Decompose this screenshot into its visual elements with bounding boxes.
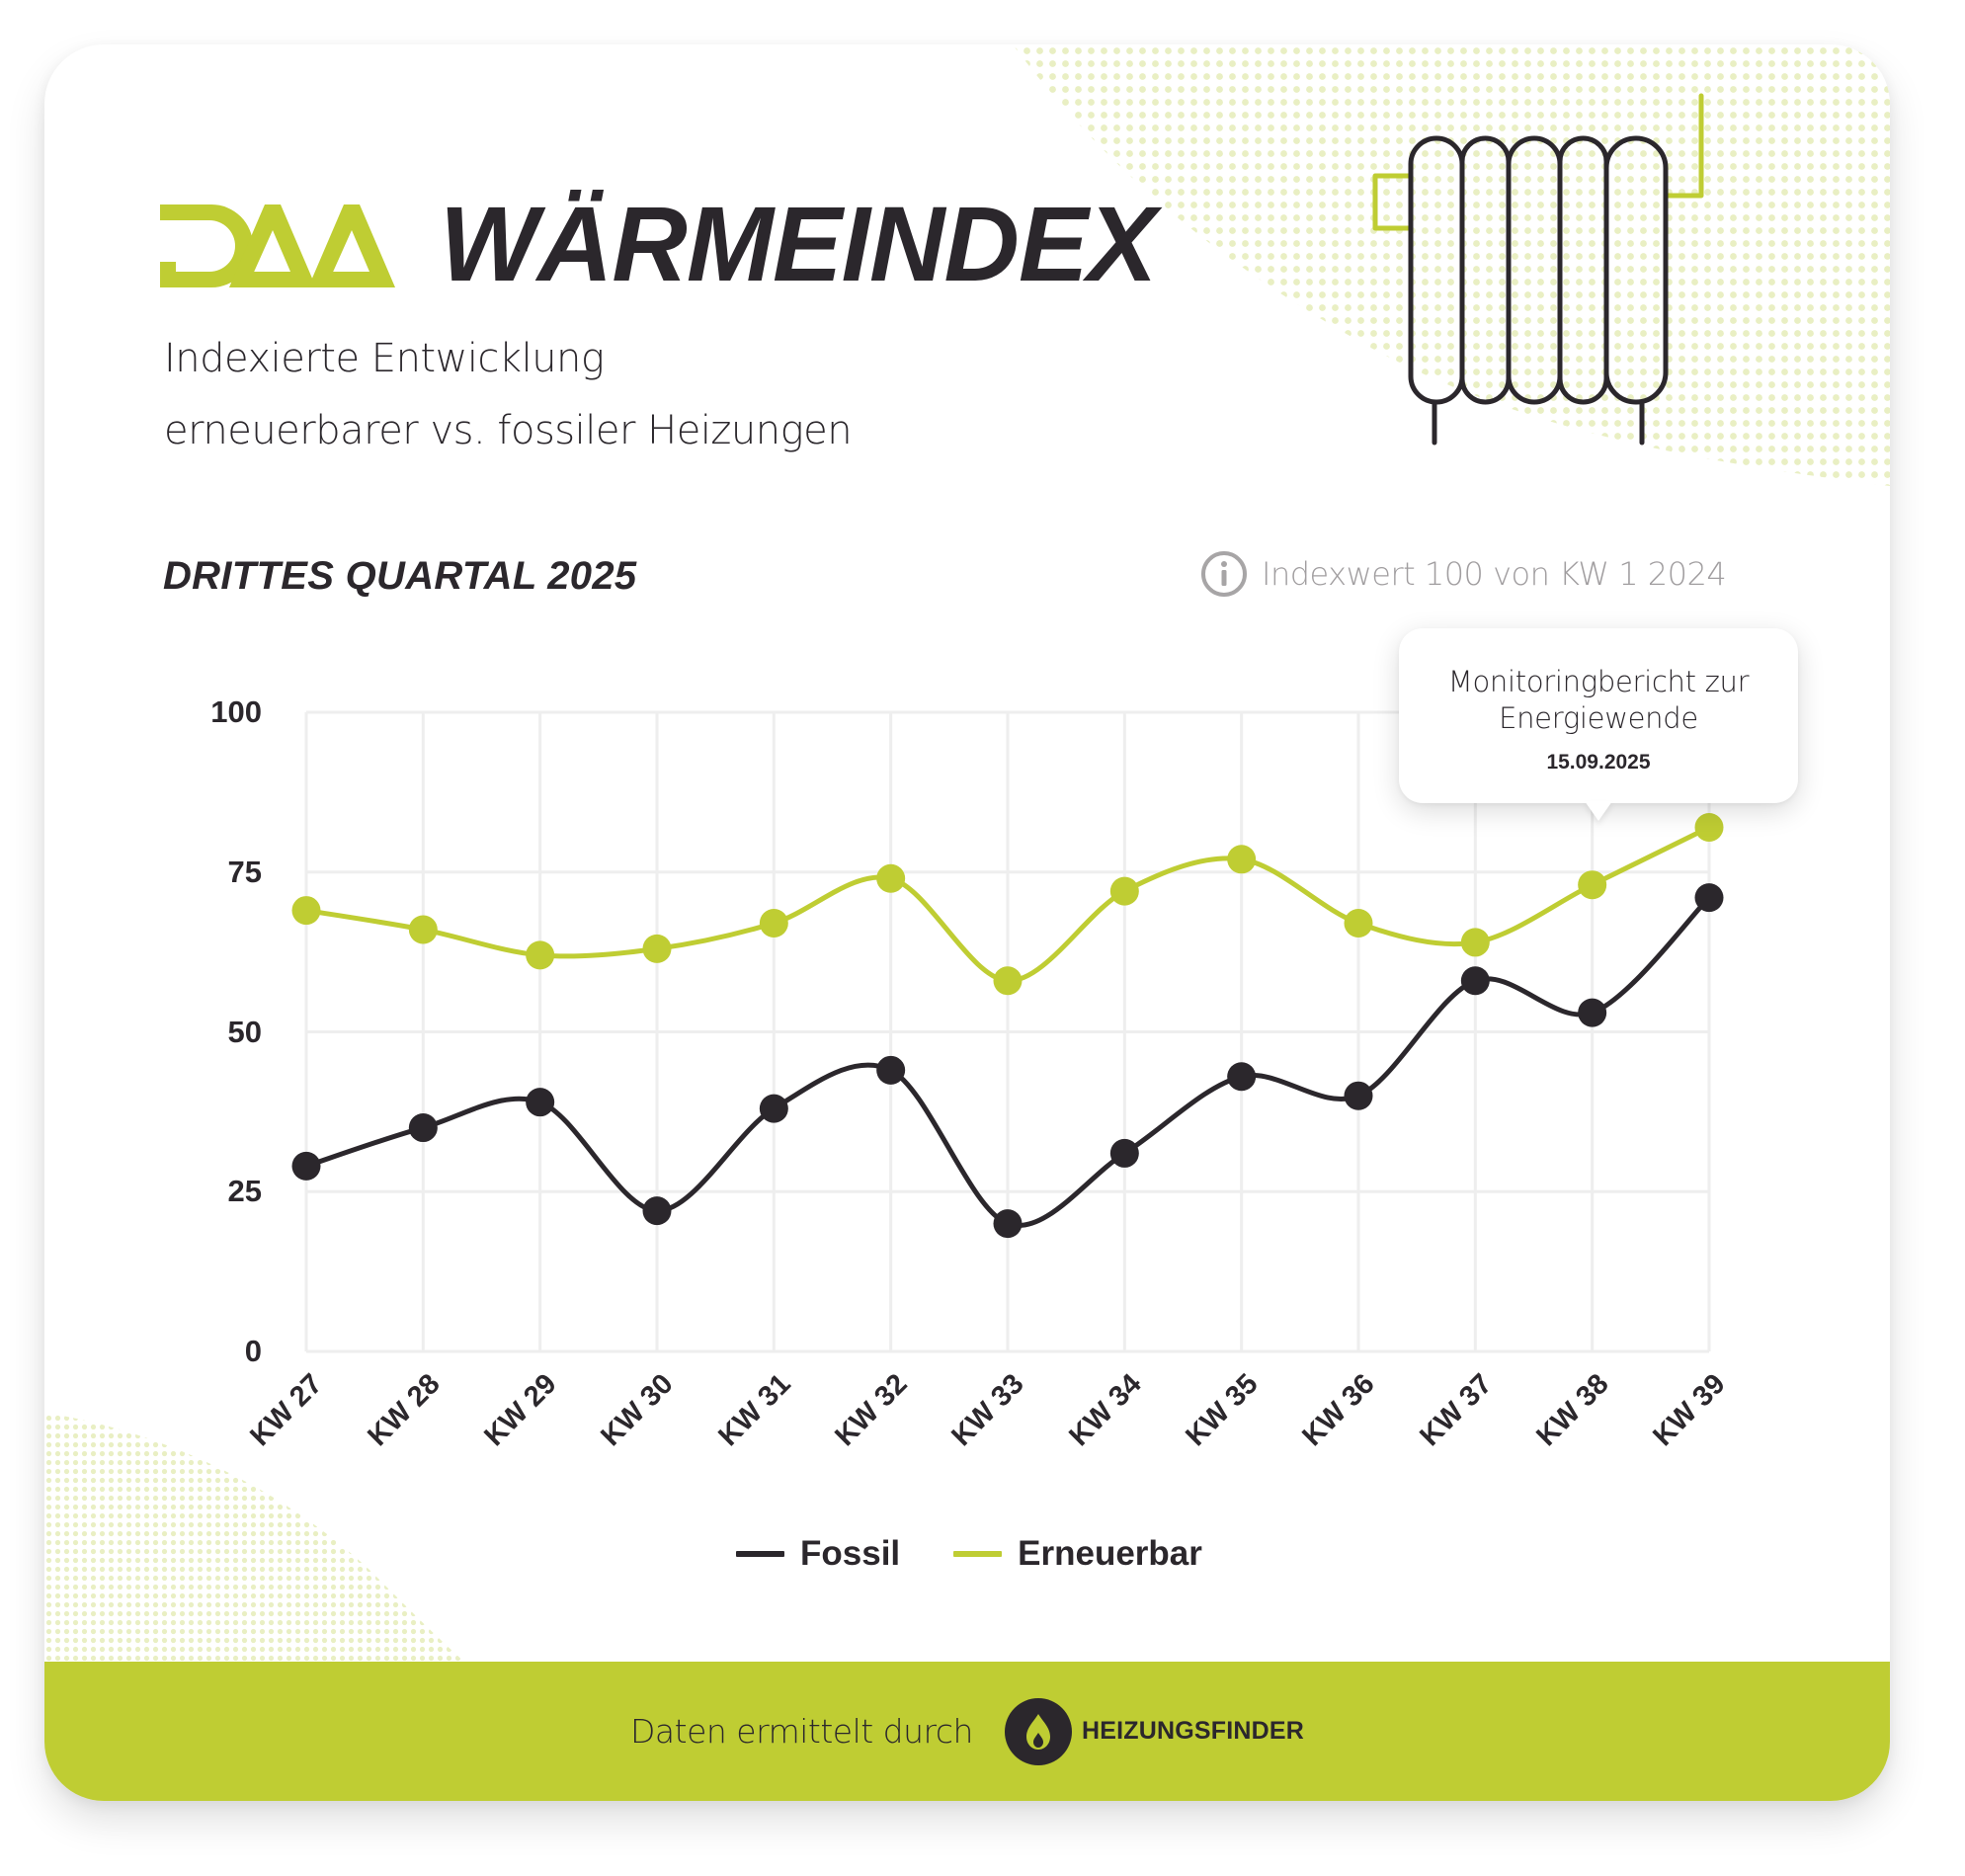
- data-point-erneuerbar: [526, 940, 555, 970]
- legend-item-fossil: Fossil: [736, 1536, 900, 1571]
- data-point-erneuerbar: [993, 966, 1023, 996]
- legend-item-erneuerbar: Erneuerbar: [953, 1536, 1202, 1571]
- data-point-fossil: [1344, 1081, 1373, 1110]
- annotation-date: 15.09.2025: [1546, 751, 1651, 774]
- info-icon: [1201, 551, 1247, 597]
- data-point-erneuerbar: [1227, 845, 1257, 874]
- chart-points: [291, 812, 1724, 1239]
- legend-label-erneuerbar: Erneuerbar: [1018, 1534, 1202, 1573]
- data-point-erneuerbar: [1694, 812, 1724, 842]
- y-tick-label: 50: [227, 1014, 262, 1049]
- footer-text: Daten ermittelt durch: [630, 1712, 973, 1751]
- flame-icon: [1025, 1713, 1050, 1750]
- annotation-title-line-1: Monitoringbericht zur: [1447, 665, 1750, 698]
- index-note-text: Indexwert 100 von KW 1 2024: [1262, 555, 1727, 593]
- data-point-erneuerbar: [1344, 909, 1373, 938]
- legend-swatch-erneuerbar: [953, 1550, 1003, 1557]
- y-tick-label: 0: [244, 1334, 262, 1368]
- data-point-erneuerbar: [1460, 928, 1490, 957]
- y-tick-label: 75: [227, 854, 262, 889]
- daa-logo: [160, 204, 395, 287]
- data-point-fossil: [759, 1094, 788, 1123]
- page-title: WÄRMEINDEX: [440, 184, 1157, 303]
- data-point-fossil: [1578, 998, 1607, 1027]
- data-point-erneuerbar: [876, 863, 906, 893]
- annotation-title-line-2: Energiewende: [1499, 701, 1698, 735]
- data-point-fossil: [1227, 1062, 1257, 1092]
- footer-credit: Daten ermittelt durch HEIZUNGSFINDER: [630, 1697, 1304, 1765]
- data-point-fossil: [408, 1113, 438, 1143]
- dotted-background-decoration: [44, 44, 1890, 1662]
- footer: Daten ermittelt durch HEIZUNGSFINDER: [44, 1662, 1890, 1801]
- subtitle-line-1: Indexierte Entwicklung: [164, 336, 605, 381]
- data-point-erneuerbar: [642, 934, 672, 963]
- y-tick-label: 25: [227, 1174, 262, 1209]
- data-point-fossil: [1109, 1138, 1139, 1168]
- annotation-title: Monitoringbericht zur Energiewende: [1399, 664, 1798, 737]
- chart-grid: [304, 710, 1711, 1353]
- data-point-erneuerbar: [759, 909, 788, 938]
- data-point-fossil: [291, 1151, 321, 1181]
- data-point-fossil: [526, 1088, 555, 1117]
- subtitle-line-2: erneuerbarer vs. fossiler Heizungen: [164, 408, 853, 453]
- legend-swatch-fossil: [736, 1550, 784, 1557]
- dots-bottom-left: [44, 1413, 464, 1662]
- quarter-heading: DRITTES QUARTAL 2025: [163, 554, 637, 598]
- y-tick-label: 100: [210, 694, 262, 729]
- footer-brand: HEIZUNGSFINDER: [1081, 1717, 1304, 1745]
- line-chart: [291, 710, 1724, 1353]
- data-point-fossil: [993, 1209, 1023, 1239]
- data-point-fossil: [1460, 966, 1490, 996]
- index-note: Indexwert 100 von KW 1 2024: [1200, 550, 1727, 598]
- data-point-erneuerbar: [1578, 870, 1607, 900]
- data-point-fossil: [1694, 883, 1724, 913]
- legend-label-fossil: Fossil: [800, 1534, 901, 1573]
- data-point-erneuerbar: [291, 896, 321, 926]
- heizungsfinder-logo: [1004, 1697, 1072, 1765]
- radiator-icon: [1372, 93, 1704, 446]
- infographic-card: WÄRMEINDEX Indexierte Entwicklung erneue…: [44, 44, 1890, 1801]
- annotation-pointer: [1585, 801, 1612, 821]
- chart-legend: Fossil Erneuerbar: [736, 1536, 1256, 1571]
- data-point-fossil: [876, 1055, 906, 1085]
- data-point-erneuerbar: [408, 915, 438, 944]
- annotation-tooltip: Monitoringbericht zur Energiewende 15.09…: [1399, 628, 1798, 803]
- data-point-erneuerbar: [1109, 876, 1139, 906]
- data-point-fossil: [642, 1196, 672, 1226]
- dots-top-right: [1013, 44, 1890, 486]
